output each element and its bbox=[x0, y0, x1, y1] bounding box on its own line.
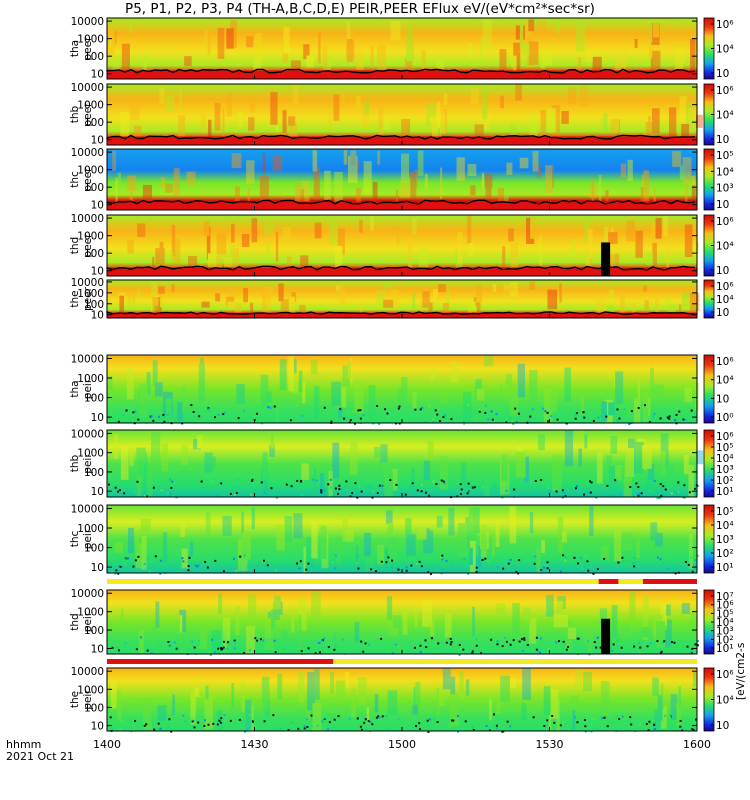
colorbar-tick-label: 10⁶ bbox=[716, 669, 734, 681]
mode-bar-segment bbox=[107, 659, 333, 664]
ytick-label: 10 bbox=[91, 412, 104, 424]
panel-label-probe: thd bbox=[69, 237, 81, 254]
panel-label-product: peir bbox=[82, 378, 94, 399]
colorbar-tick-label: 10⁶ bbox=[716, 356, 734, 368]
panel-label-probe: thb bbox=[69, 454, 81, 472]
ytick-label: 10000 bbox=[71, 666, 104, 678]
colorbar-tick-label: 10⁴ bbox=[716, 241, 734, 253]
ytick-label: 10000 bbox=[71, 82, 104, 94]
colorbar-tick-label: 10⁵ bbox=[716, 506, 734, 518]
colorbar-tick-label: 10⁶ bbox=[716, 216, 734, 228]
colorbar-tick-label: 10¹ bbox=[716, 562, 734, 574]
ytick-label: 10 bbox=[91, 721, 104, 733]
panel-label-probe: thc bbox=[69, 531, 81, 548]
panel-label-probe: thb bbox=[69, 105, 81, 123]
ytick-label: 10 bbox=[91, 200, 104, 212]
mode-bar-thc-peir bbox=[107, 579, 697, 584]
xtick-label: 1430 bbox=[241, 738, 269, 751]
colorbar-tick-label: 10⁰ bbox=[716, 412, 734, 424]
colorbar-tick-label: 10⁴ bbox=[716, 695, 734, 707]
panel-label-probe: the bbox=[69, 290, 81, 307]
ytick-label: 10000 bbox=[71, 503, 104, 515]
mode-bar-segment bbox=[643, 579, 697, 584]
panel-the-peir: 10 100 1000 10000 the peir 10⁶ 10⁴ 10⁲ bbox=[69, 666, 734, 733]
colorbar-tick-label: 10⁲ bbox=[716, 68, 729, 80]
x-axis: 1400 1430 1500 1530 1600 bbox=[93, 738, 711, 751]
ytick-label: 10000 bbox=[71, 353, 104, 365]
data-gap-thd-peir bbox=[601, 619, 610, 654]
xtick-label: 1530 bbox=[536, 738, 564, 751]
panel-the-peer: 10100100010000the peer10⁶10⁴10⁲ bbox=[69, 277, 734, 322]
panel-label-product: peer bbox=[82, 102, 94, 127]
ytick-label: 10 bbox=[91, 486, 104, 498]
panel-thd-peer: 10 100 1000 10000 thd peer 10⁶ 10⁴ 10⁲ bbox=[69, 213, 734, 278]
panel-label-product: peer bbox=[82, 36, 94, 61]
panel-label-probe: tha bbox=[69, 40, 81, 57]
ytick-label: 10000 bbox=[71, 16, 104, 28]
footer-date: 2021 Oct 21 bbox=[6, 750, 74, 763]
ytick-label: 10000 bbox=[71, 588, 104, 600]
panel-label-product: peir bbox=[82, 689, 94, 710]
colorbar-tick-label: 10² bbox=[716, 548, 734, 560]
colorbar-tick-label: 10⁶ bbox=[716, 85, 734, 97]
panel-label-product: peir bbox=[82, 528, 94, 549]
ytick-label: 10 bbox=[91, 562, 104, 574]
ytick-label: 10 bbox=[91, 266, 104, 278]
panel-label-product: peir bbox=[82, 453, 94, 474]
colorbar-tick-label: 10⁲ bbox=[716, 720, 729, 732]
panel-label-probe: thd bbox=[69, 613, 81, 630]
colorbar-tick-label: 10⁲ bbox=[716, 307, 729, 319]
panel-label-product: peir bbox=[82, 611, 94, 632]
colorbar-axis-label: [eV/(cm2-s bbox=[735, 643, 747, 700]
colorbar-tick-label: 10³ bbox=[716, 183, 734, 195]
colorbar-tick-label: 10⁶ bbox=[716, 281, 734, 293]
colorbar-tick-label: 10⁴ bbox=[716, 375, 734, 387]
ytick-label: 10 bbox=[91, 643, 104, 655]
colorbar-tick-label: 10⁲ bbox=[716, 134, 729, 146]
mode-bar-thd-peir bbox=[107, 659, 697, 664]
xtick-label: 1400 bbox=[93, 738, 121, 751]
panel-thd-peir: 10100100010000thd peir10⁷10⁶10⁵10⁴10³10²1… bbox=[69, 588, 734, 656]
xtick-label: 1600 bbox=[683, 738, 711, 751]
colorbar-tick-label: 10⁲ bbox=[716, 265, 729, 277]
panel-tha-peer: 10 100 1000 10000 tha peer 10⁶ 10⁴ 10⁲ bbox=[69, 16, 734, 81]
colorbar-tick-label: 10⁵ bbox=[716, 150, 734, 162]
colorbar-tick-label: 10⁴ bbox=[716, 166, 734, 178]
panel-thc-peir: 10 100 1000 10000 thc peir 10⁵ 10⁴ 10³ 10² 10¹ bbox=[69, 503, 734, 575]
colorbar-tick-label: 10⁲ bbox=[716, 199, 729, 211]
xtick-label: 1500 bbox=[388, 738, 416, 751]
panel-label-probe: thc bbox=[69, 171, 81, 188]
colorbar-tick-label: 10³ bbox=[716, 534, 734, 546]
colorbar-tick-label: 10⁶ bbox=[716, 19, 734, 31]
colorbar-tha-peir bbox=[704, 355, 714, 423]
colorbar-tick-label: 10⁴ bbox=[716, 110, 734, 122]
panel-thb-peer: 10 100 1000 10000 thb peer 10⁶ 10⁴ 10⁲ bbox=[69, 82, 734, 147]
ytick-label: 10000 bbox=[71, 147, 104, 159]
colorbar-thc-peer bbox=[704, 149, 714, 210]
panel-tha-peir: 10 100 1000 10000 tha peir 10⁶ 10⁴ 10⁲ 10⁰ bbox=[69, 353, 734, 425]
data-gap-thd-peer bbox=[601, 242, 610, 276]
colorbar-thb-peir bbox=[704, 430, 714, 497]
mode-bar-segment bbox=[599, 579, 619, 584]
panel-label-probe: the bbox=[69, 691, 81, 708]
ytick-label: 10000 bbox=[71, 428, 104, 440]
colorbar-tick-label: 10⁲ bbox=[716, 393, 729, 405]
ytick-label: 10 bbox=[91, 135, 104, 147]
colorbar-tick-label: 10¹ bbox=[716, 486, 734, 498]
ytick-label: 10 bbox=[91, 69, 104, 81]
panel-thc-peer: 10100100010000thc peer10⁵10⁴10³10⁲ bbox=[69, 147, 734, 212]
panel-label-product: peer bbox=[82, 286, 94, 311]
panel-label-probe: tha bbox=[69, 380, 81, 397]
colorbar-tick-label: 10⁴ bbox=[716, 520, 734, 532]
colorbar-tick-label: 10¹ bbox=[716, 643, 734, 655]
colorbar-tick-label: 10⁴ bbox=[716, 294, 734, 306]
panel-label-product: peer bbox=[82, 167, 94, 192]
colorbar-tick-label: 10⁴ bbox=[716, 44, 734, 56]
panel-thb-peir: 10 100 1000 10000 thb peir 10⁶10⁵10⁴10³10²10¹ bbox=[69, 428, 734, 499]
spectrogram-thc-peir bbox=[107, 505, 697, 573]
panel-label-product: peer bbox=[82, 233, 94, 258]
ytick-label: 10000 bbox=[71, 213, 104, 225]
